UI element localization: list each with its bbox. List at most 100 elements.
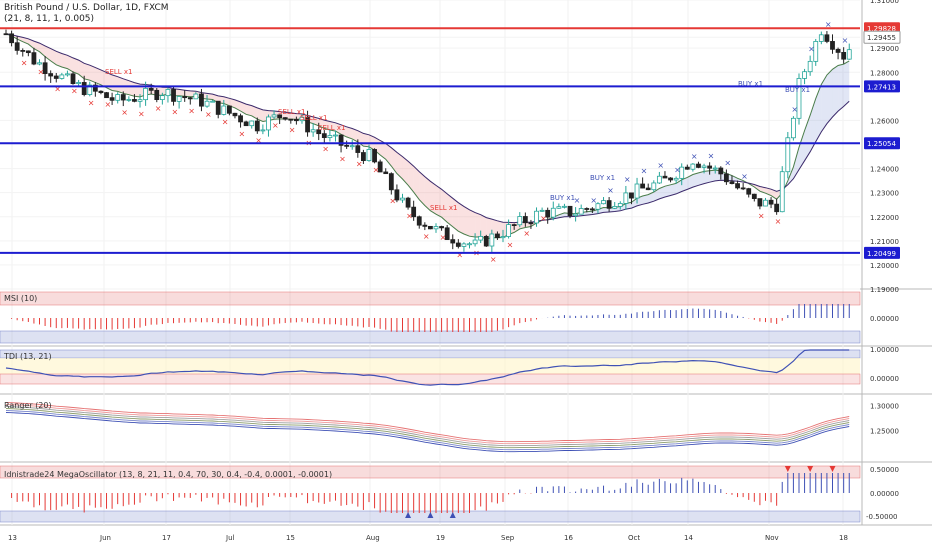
mega-bottom-triangle xyxy=(427,512,434,518)
ema-cloud-segment xyxy=(664,184,671,198)
buy-marker: × xyxy=(691,152,698,161)
candle-down xyxy=(545,209,551,218)
buy-marker: × xyxy=(624,175,631,184)
sell-marker: × xyxy=(38,67,45,76)
candle-up xyxy=(87,84,93,95)
candle-down xyxy=(120,94,126,101)
ema-cloud-segment xyxy=(246,104,252,116)
time-axis-label: Nov xyxy=(765,534,779,542)
ranger-line xyxy=(5,410,850,451)
time-axis-label: Jul xyxy=(225,534,235,542)
ema-cloud-segment xyxy=(793,147,799,179)
time-axis-label: Aug xyxy=(366,534,380,542)
candle-down xyxy=(154,89,160,100)
candle-up xyxy=(712,167,718,170)
candle-down xyxy=(751,193,757,199)
sell-marker: × xyxy=(255,136,262,145)
ranger-line xyxy=(5,412,850,453)
candle-up xyxy=(478,235,484,241)
ema-cloud-segment xyxy=(424,176,431,211)
candle-down xyxy=(104,92,109,99)
ema-cloud-segment xyxy=(73,57,79,75)
ranger-line xyxy=(5,408,850,449)
current-price-badge xyxy=(863,30,901,44)
candle-down xyxy=(31,52,37,65)
msi-axis-label: 0.00000 xyxy=(870,315,899,323)
candle-down xyxy=(567,205,573,217)
candle-up xyxy=(802,71,807,79)
candle-up xyxy=(299,116,305,122)
candle-down xyxy=(187,97,193,100)
sell-marker: × xyxy=(389,197,396,206)
candle-down xyxy=(48,73,54,77)
buy-marker: × xyxy=(607,186,614,195)
candle-down xyxy=(344,144,350,147)
ema-cloud-segment xyxy=(61,53,68,69)
ema-cloud-segment xyxy=(22,37,29,45)
ema-cloud-segment xyxy=(50,48,57,65)
ema-cloud-segment xyxy=(843,60,850,107)
mega-axis-label: 0.50000 xyxy=(870,466,899,474)
ema-cloud-segment xyxy=(324,120,330,131)
ema-cloud-segment xyxy=(447,193,453,227)
candle-down xyxy=(729,181,735,185)
ema-cloud-segment xyxy=(100,69,107,88)
candle-down xyxy=(830,41,835,50)
candle-down xyxy=(835,48,841,53)
buy-marker: × xyxy=(741,172,748,181)
candle-down xyxy=(182,96,188,99)
time-axis-label: 17 xyxy=(162,534,171,542)
ema-cloud-segment xyxy=(731,175,738,182)
candle-down xyxy=(606,200,612,209)
sell-marker: × xyxy=(322,145,329,154)
price-tick-label: 1.23000 xyxy=(870,190,899,198)
time-axis-label: Sep xyxy=(501,534,515,542)
candle-down xyxy=(109,97,115,101)
candle-up xyxy=(500,236,506,239)
candle-down xyxy=(768,199,774,205)
signal-label-sell: SELL x1 xyxy=(278,108,306,116)
candle-down xyxy=(718,167,724,175)
mega-bottom-triangle xyxy=(405,512,412,518)
ema-cloud-segment xyxy=(352,128,358,142)
candle-down xyxy=(254,120,260,132)
ema-cloud-segment xyxy=(134,82,141,97)
sell-marker: × xyxy=(289,126,296,135)
candle-down xyxy=(428,225,433,230)
ema-cloud-segment xyxy=(631,198,638,209)
candle-up xyxy=(165,89,171,97)
signal-label-sell: SELL x1 xyxy=(105,68,133,76)
ema-cloud-segment xyxy=(497,220,504,238)
candle-down xyxy=(293,118,299,122)
candle-up xyxy=(433,226,439,230)
sell-marker: × xyxy=(758,211,765,220)
price-tick-label: 1.20000 xyxy=(870,262,899,270)
price-tick-label: 1.19000 xyxy=(870,286,899,294)
ranger-line xyxy=(5,406,850,447)
candles xyxy=(3,29,852,253)
price-tick-label: 1.22000 xyxy=(870,214,899,222)
tdi-axis-label: 1.00000 xyxy=(870,346,899,354)
sell-marker: × xyxy=(272,121,279,130)
candle-down xyxy=(757,198,763,207)
sell-marker: × xyxy=(205,110,212,119)
sell-marker: × xyxy=(21,59,28,68)
buy-marker: × xyxy=(674,166,681,175)
candle-down xyxy=(495,233,500,239)
sell-marker: × xyxy=(172,108,179,117)
candle-up xyxy=(349,145,355,148)
candle-down xyxy=(171,89,176,102)
ema-cloud-segment xyxy=(179,89,185,97)
ema-cloud-segment xyxy=(603,207,610,213)
candle-up xyxy=(763,199,768,207)
candle-down xyxy=(92,84,98,92)
ema-cloud-segment xyxy=(642,194,649,205)
candle-down xyxy=(282,117,288,120)
time-axis-label: 13 xyxy=(8,534,17,542)
current-price-label: 1.29455 xyxy=(867,34,896,42)
ema-cloud-segment xyxy=(704,170,710,184)
candle-up xyxy=(400,197,405,201)
candle-down xyxy=(25,50,31,54)
candle-down xyxy=(98,90,104,94)
